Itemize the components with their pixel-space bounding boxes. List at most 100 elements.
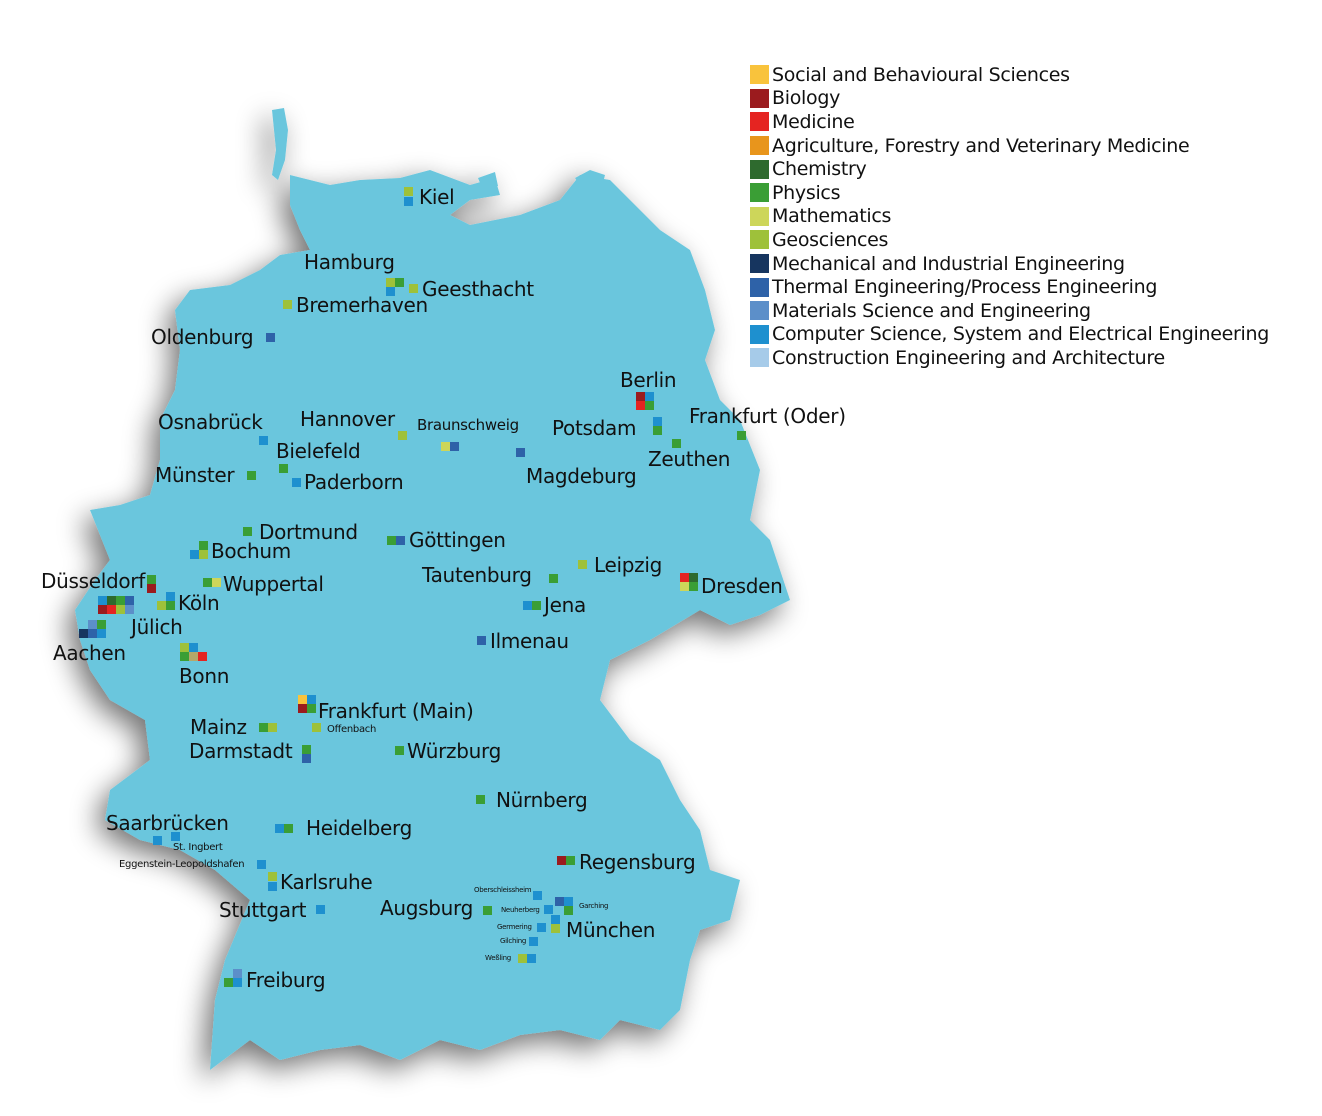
marker-weßling-geosciences (518, 954, 527, 963)
city-label-frankfurt-main-: Frankfurt (Main) (318, 699, 474, 723)
germany-mainland (75, 170, 790, 1070)
legend-swatch (750, 206, 769, 226)
marker-göttingen-physics (387, 536, 396, 545)
marker-bielefeld-physics (279, 464, 288, 473)
city-label-leipzig: Leipzig (594, 553, 662, 577)
city-label-saarbrücken: Saarbrücken (106, 811, 229, 835)
marker-jülich-thermal (125, 596, 134, 605)
marker-bonn-medicine (198, 652, 207, 661)
marker-münchen-geosciences (551, 924, 560, 933)
marker-saarbrücken-cs (153, 836, 162, 845)
marker-heidelberg-physics (284, 824, 293, 833)
marker-darmstadt-physics (302, 745, 311, 754)
sylt-island (272, 108, 288, 180)
marker-augsburg-physics (483, 906, 492, 915)
legend-item-biology: Biology (750, 87, 1269, 111)
marker-stuttgart-cs (316, 905, 325, 914)
marker-potsdam-cs (653, 417, 662, 426)
legend-swatch (750, 183, 769, 203)
city-label-oldenburg: Oldenburg (151, 325, 254, 349)
marker-germering-cs (537, 923, 546, 932)
marker-karlsruhe-geosciences (268, 872, 277, 881)
city-label-augsburg: Augsburg (380, 896, 474, 920)
city-label-mainz: Mainz (190, 715, 247, 739)
city-label-münster: Münster (155, 463, 235, 487)
marker-offenbach-geosciences (312, 723, 321, 732)
marker-wuppertal-mathematics (212, 578, 221, 587)
legend-swatch (750, 88, 769, 108)
marker-frankfurt-main--biology (298, 704, 307, 713)
city-label-kiel: Kiel (419, 185, 455, 209)
marker-bremerhaven-geosciences (283, 300, 292, 309)
marker-berlin-cs (645, 392, 654, 401)
legend-item-thermal: Thermal Engineering/Process Engineering (750, 275, 1269, 299)
legend-item-mathematics: Mathematics (750, 205, 1269, 229)
city-label-heidelberg: Heidelberg (306, 816, 413, 840)
marker-berlin-medicine (636, 401, 645, 410)
marker-tautenburg-physics (549, 574, 558, 583)
marker-eggenstein-leopoldshafen-cs (257, 860, 266, 869)
city-label-tautenburg: Tautenburg (422, 563, 532, 587)
city-label-st-ingbert: St. Ingbert (173, 842, 223, 853)
marker-düsseldorf-biology (147, 584, 156, 593)
marker-hamburg-physics (395, 278, 404, 287)
legend-label: Construction Engineering and Architectur… (772, 346, 1165, 369)
marker-garching-physics (564, 906, 573, 915)
marker-münchen-cs (551, 915, 560, 924)
marker-hamburg-cs (386, 287, 395, 296)
city-label-wuppertal: Wuppertal (223, 572, 324, 596)
marker-bochum-geosciences (199, 550, 208, 559)
legend-item-cs: Computer Science, System and Electrical … (750, 323, 1269, 347)
marker-dresden-chemistry (689, 573, 698, 582)
legend-swatch (750, 65, 769, 85)
city-label-hannover: Hannover (300, 407, 395, 431)
marker-jülich-medicine (107, 605, 116, 614)
city-label-osnabrück: Osnabrück (158, 410, 263, 434)
marker-dresden-physics (689, 582, 698, 591)
city-label-paderborn: Paderborn (304, 470, 404, 494)
marker-köln-geosciences (157, 601, 166, 610)
marker-jülich-geosciences (116, 605, 125, 614)
legend-label: Mathematics (772, 205, 892, 228)
marker-jülich-materials (125, 605, 134, 614)
marker-neuherberg-cs (544, 905, 553, 914)
marker-freiburg-materials (233, 969, 242, 978)
marker-freiburg-cs (233, 978, 242, 987)
city-label-hamburg: Hamburg (304, 250, 395, 274)
legend-label: Geosciences (772, 228, 889, 251)
legend-swatch (750, 277, 769, 297)
marker-dresden-mathematics (680, 582, 689, 591)
city-label-geesthacht: Geesthacht (422, 277, 534, 301)
marker-mainz-geosciences (268, 723, 277, 732)
legend-swatch (750, 159, 769, 179)
marker-aachen-physics (97, 620, 106, 629)
marker-braunschweig-thermal (450, 442, 459, 451)
ruegen-island (575, 170, 605, 195)
legend-label: Materials Science and Engineering (772, 299, 1091, 322)
marker-regensburg-physics (566, 856, 575, 865)
marker-aachen-thermal (88, 629, 97, 638)
marker-karlsruhe-cs (268, 882, 277, 891)
legend-item-mechanical: Mechanical and Industrial Engineering (750, 252, 1269, 276)
marker-garching-thermal (555, 897, 564, 906)
legend-label: Medicine (772, 110, 855, 133)
city-label-ilmenau: Ilmenau (490, 629, 569, 653)
marker-berlin-physics (645, 401, 654, 410)
marker-frankfurt-main--social (298, 695, 307, 704)
marker-dortmund-physics (243, 527, 252, 536)
city-label-aachen: Aachen (53, 641, 126, 665)
city-label-göttingen: Göttingen (409, 528, 506, 552)
city-label-oberschleissheim: Oberschleissheim (474, 886, 532, 894)
city-label-köln: Köln (178, 591, 220, 615)
legend-label: Thermal Engineering/Process Engineering (772, 276, 1158, 299)
marker-regensburg-biology (557, 856, 566, 865)
legend-label: Chemistry (772, 158, 867, 181)
marker-bonn-cs (189, 643, 198, 652)
marker-jena-cs (523, 601, 532, 610)
city-label-magdeburg: Magdeburg (526, 464, 637, 488)
marker-göttingen-thermal (396, 536, 405, 545)
city-label-regensburg: Regensburg (579, 850, 696, 874)
marker-garching-cs (564, 897, 573, 906)
legend-swatch (750, 348, 769, 368)
city-label-offenbach: Offenbach (327, 724, 377, 735)
